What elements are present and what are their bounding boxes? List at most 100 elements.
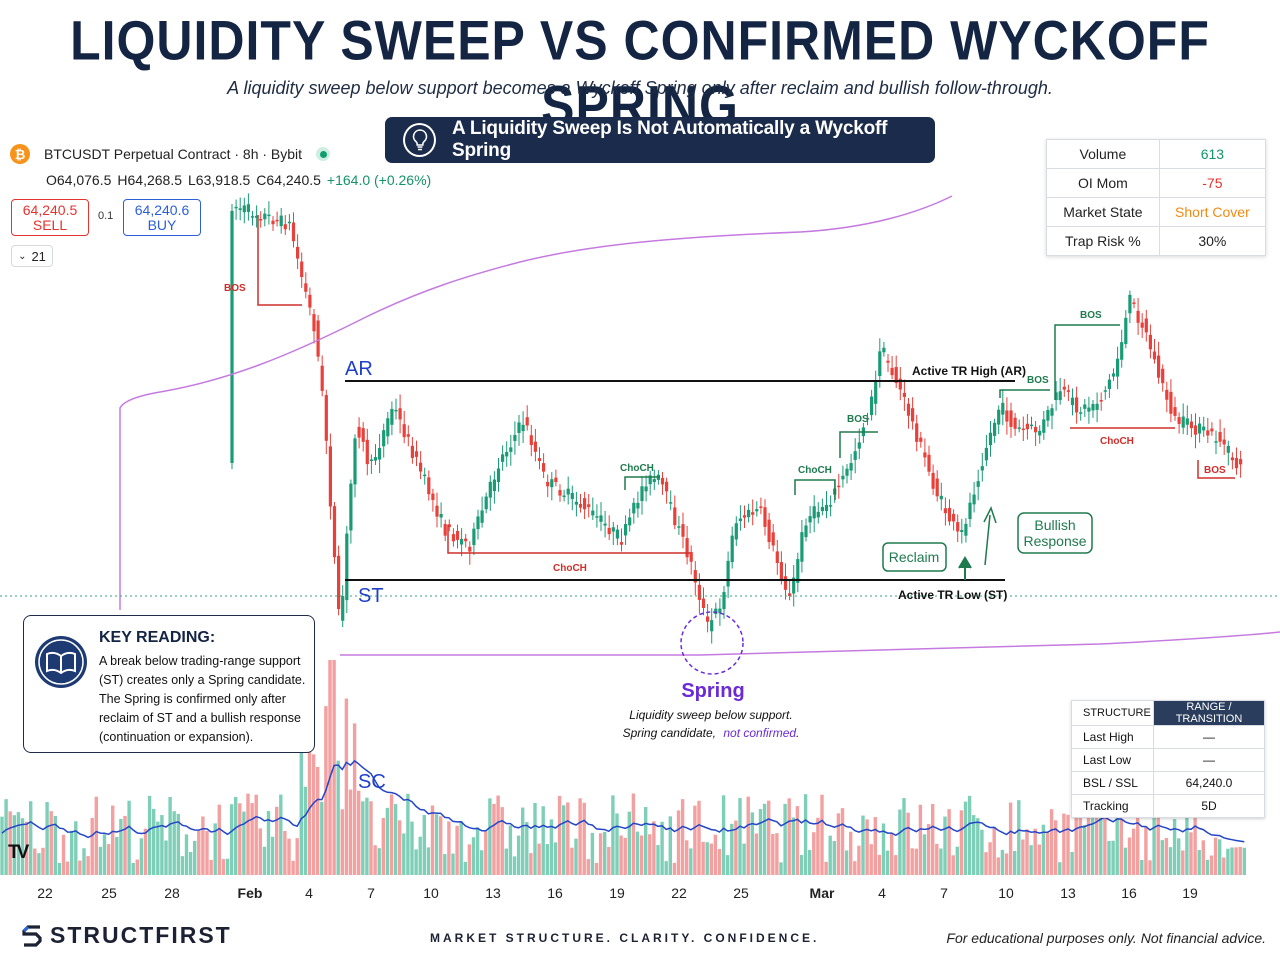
volume-bar: [168, 796, 172, 875]
volume-bar: [4, 799, 8, 875]
candle-body: [874, 380, 878, 404]
volume-bar: [299, 750, 303, 875]
disclaimer: For educational purposes only. Not finan…: [946, 930, 1266, 946]
volume-bar: [840, 808, 845, 875]
volume-bar: [721, 795, 726, 875]
candle-body: [521, 424, 525, 432]
candle-body: [800, 532, 804, 562]
candle-body: [546, 481, 550, 487]
volume-bar: [131, 862, 135, 875]
sell-button[interactable]: 64,240.5 SELL: [11, 199, 89, 236]
volume-bar: [914, 848, 918, 875]
candle-body: [665, 481, 669, 492]
choch-label-1: ChoCH: [553, 563, 587, 574]
volume-bar: [246, 793, 250, 875]
volume-bar: [931, 804, 935, 875]
volume-bar: [734, 820, 738, 875]
upper-band-line: [119, 195, 953, 610]
ar-level-label: Active TR High (AR): [912, 364, 1026, 378]
candle-body: [788, 593, 792, 596]
volume-bar: [890, 833, 894, 875]
volume-bar: [967, 795, 972, 875]
volume-bar: [49, 811, 53, 875]
volume-bar: [791, 817, 795, 875]
buy-button[interactable]: 64,240.6 BUY: [123, 199, 201, 236]
candle-body: [410, 445, 414, 458]
candle-body: [993, 422, 997, 436]
bos-label-4: BOS: [1080, 310, 1102, 321]
candle-body: [927, 454, 931, 472]
row-value: —: [1153, 748, 1265, 772]
volume-bar: [29, 801, 33, 875]
candle-body: [775, 551, 779, 563]
x-tick-label: 10: [423, 885, 439, 901]
candle-body: [1181, 416, 1185, 428]
volume-bar: [53, 815, 57, 875]
volume-bar: [750, 812, 754, 875]
candle-body: [968, 502, 972, 520]
sell-price: 64,240.5: [22, 202, 78, 218]
volume-bar: [24, 821, 29, 875]
candle-body: [1083, 404, 1087, 409]
candle-body: [1144, 318, 1148, 333]
candle-body: [283, 224, 287, 230]
volume-bar: [1086, 808, 1091, 875]
volume-bar: [311, 754, 316, 875]
structfirst-logo-icon: [22, 924, 42, 947]
candle-body: [759, 506, 763, 508]
volume-bar: [988, 842, 992, 875]
spread-value: 0.1: [98, 210, 114, 222]
volume-bar: [693, 805, 697, 875]
volume-bar: [738, 798, 742, 875]
candle-body: [726, 560, 730, 587]
volume-bar: [1123, 847, 1128, 875]
candles: [230, 193, 1243, 644]
candle-body: [505, 451, 509, 457]
candle-body: [501, 454, 505, 462]
candle-body: [1218, 432, 1222, 442]
volume-bar: [963, 801, 968, 875]
volume-bar: [910, 848, 914, 875]
volume-bar: [307, 745, 312, 875]
candle-body: [1132, 302, 1136, 304]
volume-bar: [139, 838, 144, 875]
lightbulb-icon: [403, 123, 437, 157]
volume-bar: [545, 844, 549, 875]
candle-body: [529, 435, 533, 446]
candle-body: [931, 472, 935, 489]
volume-bar: [676, 810, 681, 875]
ohlc-high: H64,268.5: [117, 172, 182, 188]
volume-bar: [898, 809, 902, 875]
volume-bar: [455, 825, 459, 875]
candle-body: [337, 555, 341, 610]
candle-body: [402, 424, 406, 438]
candle-body: [845, 468, 849, 476]
candle-body: [779, 562, 783, 580]
candle-body: [324, 395, 328, 441]
candle-body: [304, 283, 308, 292]
candle-body: [1234, 458, 1239, 469]
volume-bar: [45, 802, 49, 875]
volume-bar: [287, 838, 291, 875]
candle-body: [870, 396, 874, 416]
volume-bar: [205, 830, 209, 875]
candle-body: [607, 527, 611, 535]
volume-bar: [762, 803, 767, 875]
candle-body: [517, 422, 521, 434]
tradingview-logo: TV: [8, 842, 29, 863]
candle-body: [685, 538, 689, 558]
volume-bar: [1226, 848, 1230, 875]
volume-bar: [992, 826, 996, 875]
candle-body: [820, 507, 824, 512]
symbol-header[interactable]: ₿ BTCUSDT Perpetual Contract · 8h · Bybi…: [10, 144, 331, 164]
candle-body: [976, 481, 980, 487]
candle-body: [234, 206, 238, 209]
candle-body: [492, 479, 496, 492]
indicator-toggle[interactable]: ⌄ 21: [11, 245, 53, 267]
volume-bar: [1033, 828, 1037, 875]
volume-bar: [385, 807, 390, 875]
volume-bar: [381, 818, 385, 875]
volume-bar: [1234, 847, 1238, 875]
volume-bar: [627, 811, 631, 875]
